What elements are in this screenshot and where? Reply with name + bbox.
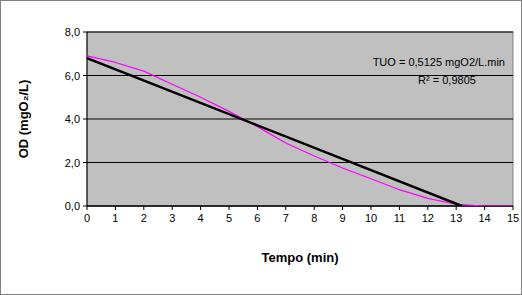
grid-line <box>87 119 513 120</box>
x-tick-label: 11 <box>394 212 405 224</box>
x-tick-label: 8 <box>311 212 317 224</box>
x-tick-label: 9 <box>340 212 346 224</box>
y-tick-label: 6,0 <box>65 70 80 82</box>
x-tick <box>115 206 116 210</box>
x-tick <box>285 206 286 210</box>
x-tick-label: 3 <box>169 212 175 224</box>
x-tick <box>513 206 514 210</box>
x-tick <box>456 206 457 210</box>
x-axis-title: Tempo (min) <box>261 250 338 265</box>
x-tick <box>143 206 144 210</box>
x-tick <box>399 206 400 210</box>
grid-line <box>87 206 513 207</box>
y-tick <box>83 162 87 163</box>
x-axis <box>87 206 513 207</box>
y-tick-label: 8,0 <box>65 26 80 38</box>
y-axis-title: OD (mgO₂/L) <box>16 80 31 159</box>
series-line <box>87 58 462 206</box>
y-tick <box>83 75 87 76</box>
chart-border <box>1 1 522 295</box>
x-tick-label: 1 <box>112 212 118 224</box>
x-tick <box>87 206 88 210</box>
y-tick <box>83 32 87 33</box>
x-tick <box>342 206 343 210</box>
x-tick <box>427 206 428 210</box>
x-tick <box>200 206 201 210</box>
x-tick-label: 4 <box>198 212 204 224</box>
y-tick-label: 0,0 <box>65 200 80 212</box>
series-group <box>87 56 513 206</box>
x-tick <box>371 206 372 210</box>
x-tick-label: 12 <box>422 212 434 224</box>
x-tick <box>229 206 230 210</box>
x-tick-label: 5 <box>226 212 232 224</box>
grid-line <box>87 32 513 33</box>
chart: 0,02,04,06,08,00123456789101112131415TUO… <box>0 0 522 295</box>
grid-line <box>87 162 513 163</box>
annotation: R² = 0,9805 <box>418 74 476 86</box>
x-tick-label: 7 <box>283 212 289 224</box>
x-tick-label: 14 <box>478 212 490 224</box>
x-tick <box>314 206 315 210</box>
x-tick <box>484 206 485 210</box>
y-tick <box>83 206 87 207</box>
y-tick <box>83 119 87 120</box>
x-tick-label: 13 <box>450 212 462 224</box>
x-tick-label: 10 <box>365 212 377 224</box>
annotation: TUO = 0,5125 mgO2/L.min <box>373 56 505 68</box>
x-tick-label: 2 <box>141 212 147 224</box>
x-tick <box>257 206 258 210</box>
x-tick-label: 0 <box>84 212 90 224</box>
x-tick-label: 6 <box>254 212 260 224</box>
y-tick-label: 2,0 <box>65 157 80 169</box>
x-tick <box>172 206 173 210</box>
plot-area <box>87 32 513 206</box>
y-tick-label: 4,0 <box>65 113 80 125</box>
x-tick-label: 15 <box>507 212 519 224</box>
series-line <box>87 56 513 206</box>
